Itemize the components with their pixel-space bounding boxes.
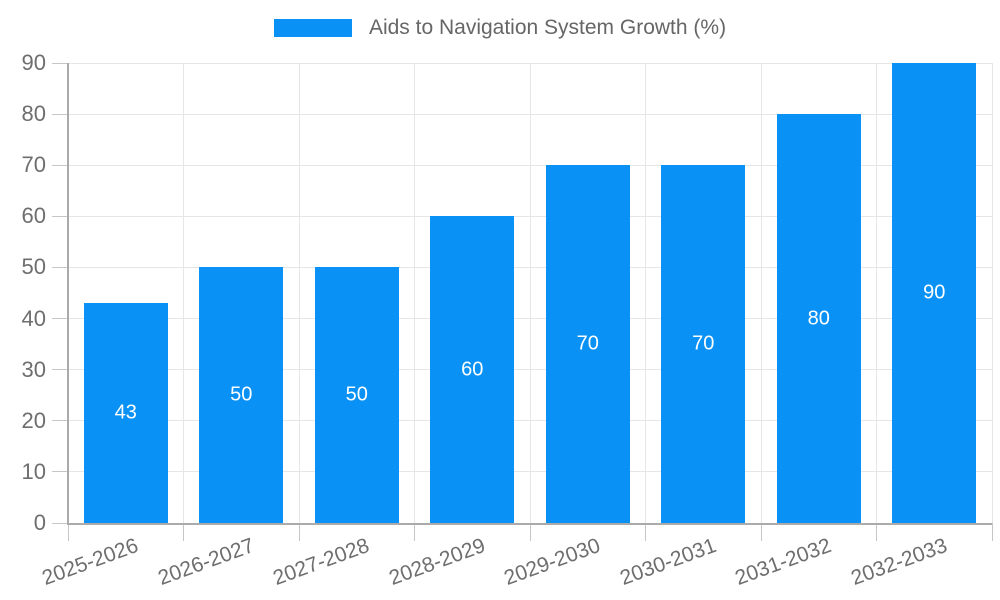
x-axis-tick	[991, 523, 993, 541]
legend: Aids to Navigation System Growth (%)	[0, 16, 1000, 40]
y-axis-line	[67, 63, 69, 523]
y-axis-tick	[52, 164, 68, 166]
gridline-vertical	[298, 63, 300, 523]
y-tick-label: 60	[21, 203, 46, 229]
bar	[430, 216, 515, 523]
y-tick-label: 50	[21, 254, 46, 280]
y-tick-label: 10	[21, 458, 46, 484]
y-axis-tick	[52, 266, 68, 268]
x-tick-label: 2026-2027	[154, 534, 258, 590]
x-tick-label: 2030-2031	[616, 534, 720, 590]
x-axis-tick	[876, 523, 877, 541]
y-axis-tick	[52, 318, 68, 320]
legend-item[interactable]: Aids to Navigation System Growth (%)	[273, 16, 727, 40]
x-tick-label: 2032-2033	[847, 534, 951, 590]
bar	[661, 165, 746, 523]
gridline-vertical	[760, 63, 762, 523]
gridline-vertical	[183, 63, 184, 523]
gridline-vertical	[991, 63, 993, 523]
y-tick-label: 30	[21, 356, 46, 382]
x-axis-tick	[67, 523, 69, 541]
x-tick-label: 2029-2030	[501, 534, 604, 590]
bar-value-label: 80	[807, 307, 830, 330]
y-axis-tick	[52, 215, 68, 217]
gridline-vertical	[529, 63, 531, 523]
x-tick-label: 2028-2029	[385, 534, 489, 590]
bar	[199, 267, 284, 523]
bar	[545, 165, 630, 523]
y-tick-label: 0	[33, 510, 46, 535]
y-axis-tick	[52, 62, 68, 64]
x-axis-tick	[414, 523, 415, 541]
x-axis-tick	[529, 523, 531, 541]
x-tick-label: 2027-2028	[270, 534, 373, 590]
bar-value-label: 90	[923, 281, 946, 304]
y-tick-label: 70	[21, 152, 46, 178]
y-axis-tick	[52, 420, 68, 422]
x-tick-label: 2031-2032	[732, 534, 835, 590]
bar	[892, 63, 977, 523]
y-axis-tick	[52, 369, 68, 371]
x-axis-tick	[183, 523, 184, 541]
y-axis-tick	[52, 113, 68, 115]
x-axis-tick	[760, 523, 762, 541]
y-tick-label: 20	[21, 407, 46, 433]
bar-value-label: 60	[461, 358, 484, 381]
y-tick-label: 40	[21, 305, 46, 331]
legend-label: Aids to Navigation System Growth (%)	[368, 16, 727, 39]
x-tick-label: 2025-2026	[39, 534, 142, 590]
x-axis-line	[67, 523, 992, 525]
y-axis-tick	[52, 522, 68, 524]
gridline-vertical	[645, 63, 646, 523]
x-axis-tick	[298, 523, 300, 541]
gridline-vertical	[876, 63, 877, 523]
bar	[314, 267, 399, 523]
bar-value-label: 43	[114, 401, 137, 424]
bar	[776, 114, 861, 523]
bar-value-label: 70	[576, 332, 599, 355]
y-tick-label: 90	[21, 50, 46, 75]
bar	[83, 303, 168, 523]
bar-value-label: 50	[345, 383, 368, 406]
bar-value-label: 50	[230, 383, 253, 406]
x-axis-tick	[645, 523, 646, 541]
gridline-vertical	[414, 63, 415, 523]
y-tick-label: 80	[21, 101, 46, 127]
bar-value-label: 70	[692, 332, 715, 355]
y-axis-tick	[52, 471, 68, 473]
legend-color-swatch	[273, 19, 352, 37]
